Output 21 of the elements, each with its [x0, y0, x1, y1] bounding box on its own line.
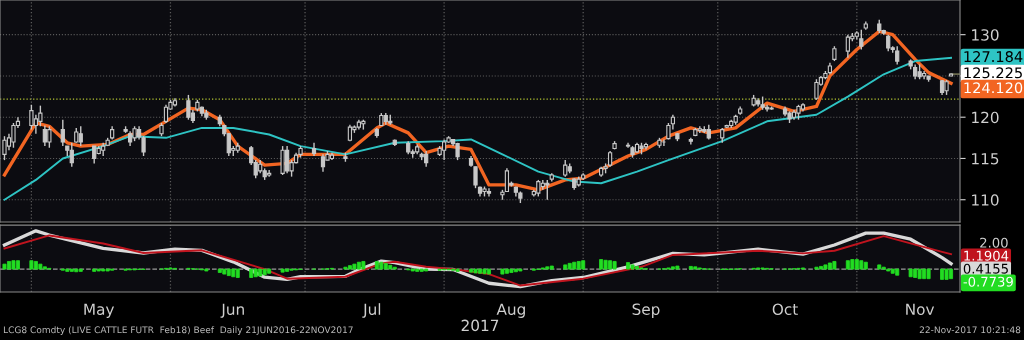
x-tick-label: Oct [772, 303, 798, 315]
x-tick-label: Nov [906, 303, 935, 315]
x-axis-title: 2017 [461, 319, 499, 332]
text: 22-Nov-2017 10:21:48 [919, 326, 1021, 334]
x-tick-label: Sep [632, 303, 660, 318]
annotation: -0.7739 [963, 276, 1013, 287]
annotation: 125.225 [964, 67, 1022, 79]
y-tick-label: 130 [972, 29, 999, 41]
y-tick-label: 115 [972, 153, 999, 165]
x-tick-label: May [84, 303, 115, 318]
text: LCG8 Comdty (LIVE CATTLE FUTR Feb18) Beef Daily 21JUN2016-22NOV2017 [3, 326, 353, 335]
y-tick-label: 120 [972, 111, 999, 124]
annotation: 1.1904 [964, 250, 1009, 261]
data-label: 127.184 [964, 51, 1023, 63]
y-tick-label: 110 [972, 194, 999, 206]
x-tick-label: Aug [496, 303, 525, 318]
text: 2.00 [980, 237, 1008, 248]
x-tick-label: Jun [220, 303, 244, 318]
x-tick-label: Jul [362, 303, 381, 318]
annotation: 0.4155 [963, 263, 1008, 274]
data-label: 124.120 [964, 82, 1023, 94]
